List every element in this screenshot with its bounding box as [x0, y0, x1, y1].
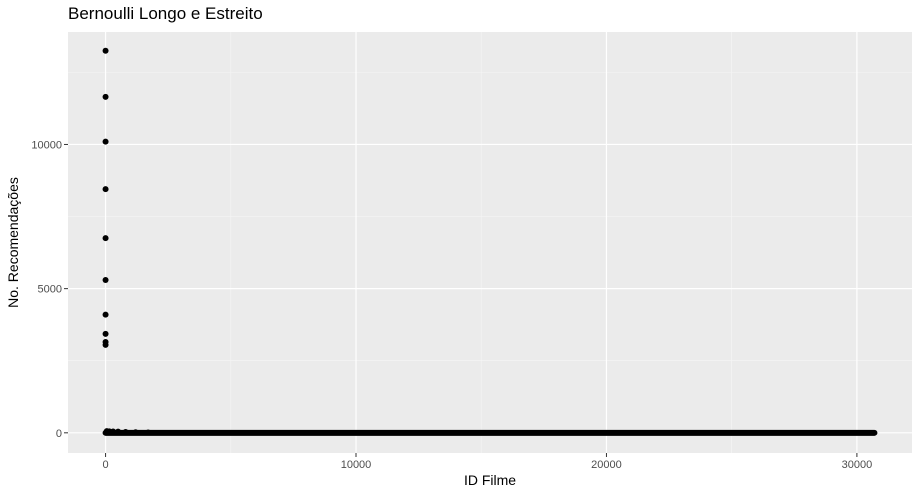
y-tick-label: 10000 [31, 139, 62, 151]
grid-minor [68, 32, 912, 453]
data-point [102, 186, 109, 193]
data-point [102, 138, 109, 145]
data-point [102, 235, 109, 242]
data-point [110, 428, 117, 435]
data-point [102, 47, 109, 54]
y-axis-label: No. Recomendações [5, 177, 21, 308]
x-axis-label: ID Filme [464, 472, 516, 488]
x-tick-label: 20000 [591, 459, 622, 471]
data-point [102, 93, 109, 100]
data-point [102, 341, 109, 348]
plot-panel [68, 32, 912, 453]
x-axis-ticks: 0 10000 20000 30000 [103, 453, 873, 471]
data-point [145, 429, 152, 436]
x-tick-label: 30000 [842, 459, 873, 471]
data-point [102, 276, 109, 283]
data-point [102, 330, 109, 337]
data-point [122, 428, 129, 435]
data-point [102, 311, 109, 318]
y-tick-label: 5000 [38, 284, 62, 296]
y-tick-label: 0 [56, 428, 62, 440]
x-tick-label: 10000 [341, 459, 372, 471]
chart-title: Bernoulli Longo e Estreito [68, 4, 263, 23]
data-points [102, 47, 152, 436]
data-point [132, 429, 139, 436]
y-axis-ticks: 0 5000 10000 [31, 139, 68, 440]
x-tick-label: 0 [103, 459, 109, 471]
data-point [115, 428, 122, 435]
